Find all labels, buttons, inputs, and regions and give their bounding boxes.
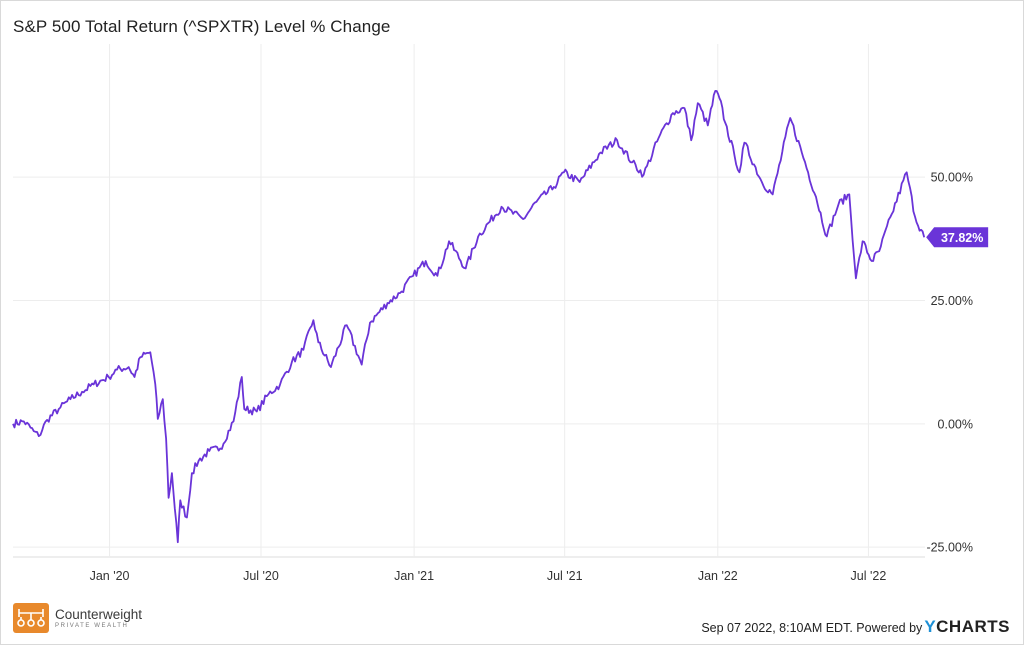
y-tick-label: 25.00%: [931, 294, 973, 308]
y-axis-ticks: -25.00% 0.00% 25.00% 50.00%: [926, 171, 973, 555]
x-tick-label: Jul '21: [547, 569, 583, 583]
y-tick-label: 50.00%: [931, 171, 973, 185]
logo-name: Counterweight: [55, 607, 143, 622]
last-value-label-layer: 37.82%: [926, 227, 989, 248]
x-tick-label: Jul '22: [851, 569, 887, 583]
counterweight-logo: Counterweight PRIVATE WEALTH: [13, 603, 142, 633]
x-tick-label: Jul '20: [243, 569, 279, 583]
ycharts-brand-y: Y: [924, 617, 937, 636]
grid-layer: [13, 44, 925, 558]
last-value-label: 37.82%: [941, 231, 983, 245]
ycharts-brand[interactable]: YCHARTS: [924, 617, 1010, 637]
x-tick-label: Jan '22: [698, 569, 738, 583]
logo-mark-icon: [13, 603, 49, 633]
chart-title: S&P 500 Total Return (^SPXTR) Level % Ch…: [13, 17, 391, 36]
ycharts-brand-rest: CHARTS: [936, 617, 1010, 636]
timestamp: Sep 07 2022, 8:10AM EDT.: [701, 621, 853, 635]
last-value-flag: [926, 227, 989, 248]
y-tick-label: 0.00%: [938, 417, 973, 431]
series-line: [12, 90, 926, 544]
y-tick-label: -25.00%: [926, 541, 973, 555]
x-tick-label: Jan '20: [90, 569, 130, 583]
series-layer: [12, 90, 926, 544]
logo-subtitle: PRIVATE WEALTH: [55, 623, 129, 629]
chart-footer: Sep 07 2022, 8:10AM EDT. Powered by YCHA…: [701, 617, 1010, 637]
powered-by: Powered by: [856, 621, 923, 635]
x-axis-ticks: Jan '20 Jul '20 Jan '21 Jul '21 Jan '22 Jul '…: [90, 569, 887, 583]
x-tick-label: Jan '21: [394, 569, 434, 583]
